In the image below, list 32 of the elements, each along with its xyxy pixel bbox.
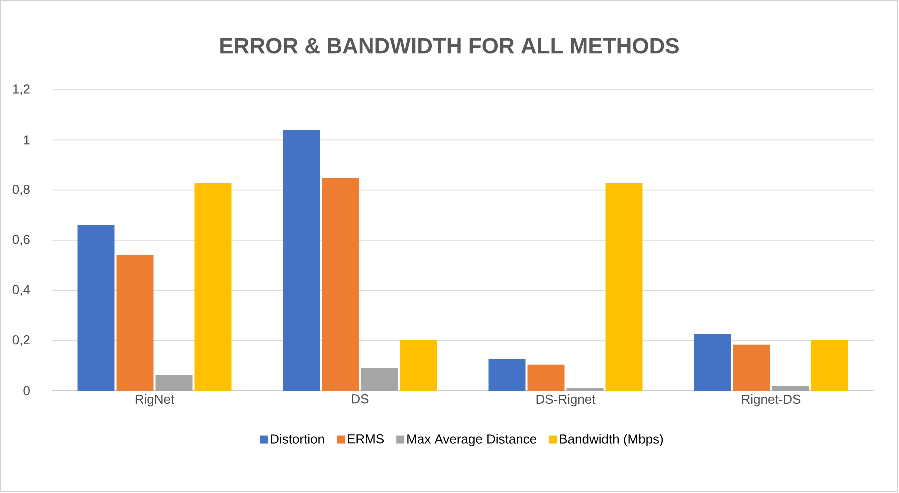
bar [811, 340, 848, 391]
bar [566, 388, 604, 391]
legend-label: ERMS [348, 434, 384, 444]
bar [733, 344, 770, 391]
y-tick-label: 0 [24, 386, 30, 396]
bar [322, 178, 360, 391]
bar [606, 184, 643, 391]
x-tick-label: RigNet [136, 394, 175, 407]
x-tick-label: DS [352, 394, 369, 404]
bar [400, 340, 438, 391]
y-tick-label: 1 [24, 136, 30, 145]
y-tick-label: 0,6 [12, 235, 30, 246]
bar [528, 364, 565, 391]
bar [694, 334, 732, 391]
bar [488, 359, 526, 391]
legend-label: Max Average Distance [408, 434, 537, 446]
bar [194, 184, 232, 391]
bar [361, 368, 398, 391]
y-tick-label: 1,2 [13, 84, 30, 96]
y-tick-label: 0,4 [12, 285, 30, 296]
bar [116, 256, 154, 391]
bar [283, 130, 320, 391]
bar [78, 225, 115, 391]
y-tick-label: 0,2 [12, 335, 30, 346]
bar [156, 374, 193, 391]
bar [772, 386, 810, 391]
legend-label: Bandwidth (Mbps) [560, 434, 664, 446]
x-tick-label: Rignet-DS [742, 394, 801, 407]
y-tick-label: 0,8 [12, 184, 30, 196]
legend-label: Distortion [271, 434, 324, 444]
x-tick-label: DS-Rignet [536, 394, 596, 407]
chart-title: ERROR & BANDWIDTH FOR ALL METHODS [220, 38, 679, 54]
